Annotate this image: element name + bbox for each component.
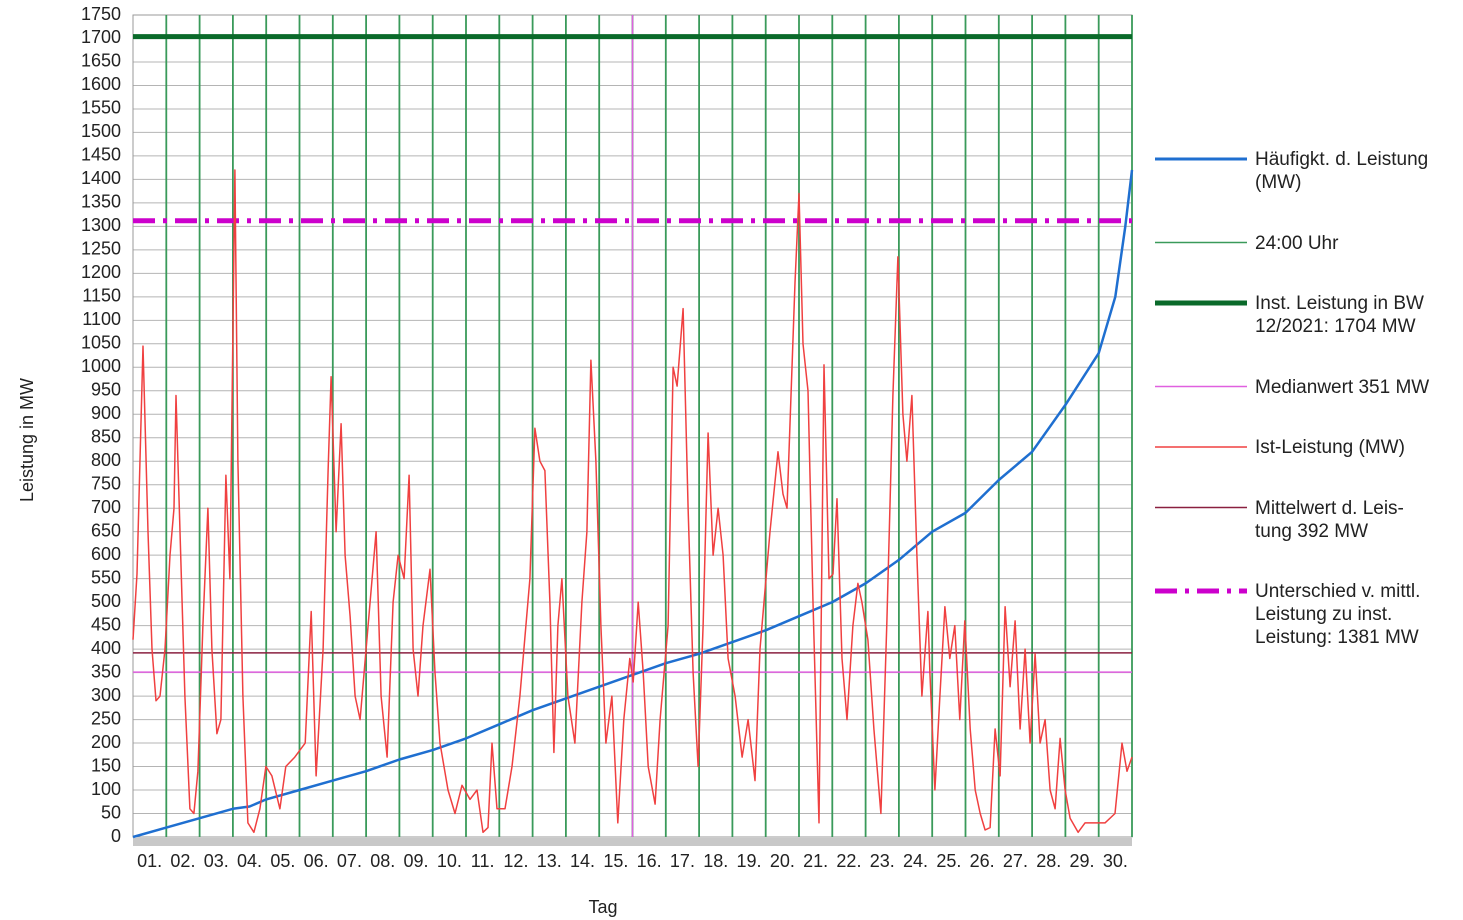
y-tick-label: 1200 <box>81 262 121 282</box>
legend-label: 24:00 Uhr <box>1255 232 1339 254</box>
x-tick-label: 14. <box>570 851 595 871</box>
y-tick-label: 950 <box>91 380 121 400</box>
y-tick-label: 1650 <box>81 51 121 71</box>
x-tick-label: 07. <box>337 851 362 871</box>
x-tick-label: 03. <box>204 851 229 871</box>
x-tick-label: 15. <box>603 851 628 871</box>
y-tick-label: 1300 <box>81 215 121 235</box>
x-tick-label: 11. <box>471 851 495 871</box>
x-tick-label: 12. <box>503 851 528 871</box>
x-tick-label: 29. <box>1070 851 1095 871</box>
legend-label: Inst. Leistung in BW 12/2021: 1704 MW <box>1255 293 1424 337</box>
y-tick-label: 750 <box>91 473 121 493</box>
y-tick-label: 1400 <box>81 168 121 188</box>
x-tick-label: 10. <box>437 851 462 871</box>
y-tick-label: 1000 <box>81 356 121 376</box>
legend-label: Unterschied v. mittl. Leistung zu inst. … <box>1255 581 1421 648</box>
y-tick-label: 600 <box>91 544 121 564</box>
legend-label: Mittelwert d. Leis- tung 392 MW <box>1255 497 1404 542</box>
x-tick-label: 19. <box>737 851 762 871</box>
x-tick-label: 09. <box>404 851 429 871</box>
y-tick-label: 1050 <box>81 333 121 353</box>
y-tick-label: 300 <box>91 685 121 705</box>
y-tick-label: 400 <box>91 638 121 658</box>
y-tick-label: 1750 <box>81 4 121 24</box>
y-tick-label: 500 <box>91 591 121 611</box>
x-tick-label: 25. <box>936 851 961 871</box>
x-tick-label: 18. <box>703 851 728 871</box>
y-tick-label: 200 <box>91 732 121 752</box>
y-axis-title: Leistung in MW <box>17 378 37 502</box>
y-tick-label: 1700 <box>81 27 121 47</box>
x-tick-label: 23. <box>870 851 895 871</box>
y-tick-label: 1150 <box>82 286 121 306</box>
legend-label: Ist-Leistung (MW) <box>1255 437 1405 458</box>
y-tick-label: 1550 <box>81 98 121 118</box>
y-tick-label: 350 <box>91 661 121 681</box>
x-tick-label: 16. <box>637 851 662 871</box>
y-tick-label: 850 <box>91 426 121 446</box>
y-tick-label: 150 <box>91 755 121 775</box>
x-axis-title: Tag <box>588 897 617 917</box>
x-tick-label: 05. <box>270 851 295 871</box>
x-tick-label: 17. <box>670 851 695 871</box>
y-tick-label: 700 <box>91 497 121 517</box>
y-tick-label: 1250 <box>81 239 121 259</box>
x-tick-label: 22. <box>836 851 861 871</box>
x-tick-label: 24. <box>903 851 928 871</box>
y-tick-label: 650 <box>91 520 121 540</box>
y-tick-label: 1600 <box>81 74 121 94</box>
axis-band <box>133 838 1132 846</box>
x-tick-label: 08. <box>370 851 395 871</box>
data-line <box>132 169 1133 834</box>
y-tick-label: 450 <box>91 614 121 634</box>
x-tick-label: 02. <box>170 851 195 871</box>
y-tick-label: 250 <box>91 708 121 728</box>
legend-label: Häufigkt. d. Leistung (MW) <box>1255 149 1429 193</box>
y-tick-label: 50 <box>101 802 121 822</box>
x-tick-label: 30. <box>1103 851 1128 871</box>
x-tick-label: 27. <box>1003 851 1028 871</box>
x-tick-label: 04. <box>237 851 262 871</box>
y-tick-label: 1100 <box>82 309 121 329</box>
x-tick-label: 01. <box>137 851 162 871</box>
data-line <box>132 169 1134 839</box>
y-tick-label: 900 <box>91 403 121 423</box>
y-tick-label: 550 <box>91 567 121 587</box>
x-tick-label: 06. <box>304 851 329 871</box>
y-tick-label: 0 <box>111 826 121 846</box>
x-tick-label: 21. <box>803 851 828 871</box>
y-tick-label: 1450 <box>81 145 121 165</box>
y-tick-label: 1500 <box>81 121 121 141</box>
y-tick-label: 800 <box>91 450 121 470</box>
x-tick-label: 13. <box>537 851 562 871</box>
x-tick-label: 20. <box>770 851 795 871</box>
y-tick-label: 100 <box>91 779 121 799</box>
x-tick-label: 26. <box>970 851 995 871</box>
legend-label: Medianwert 351 MW <box>1255 376 1430 398</box>
x-tick-label: 28. <box>1036 851 1061 871</box>
y-tick-label: 1350 <box>81 192 121 212</box>
